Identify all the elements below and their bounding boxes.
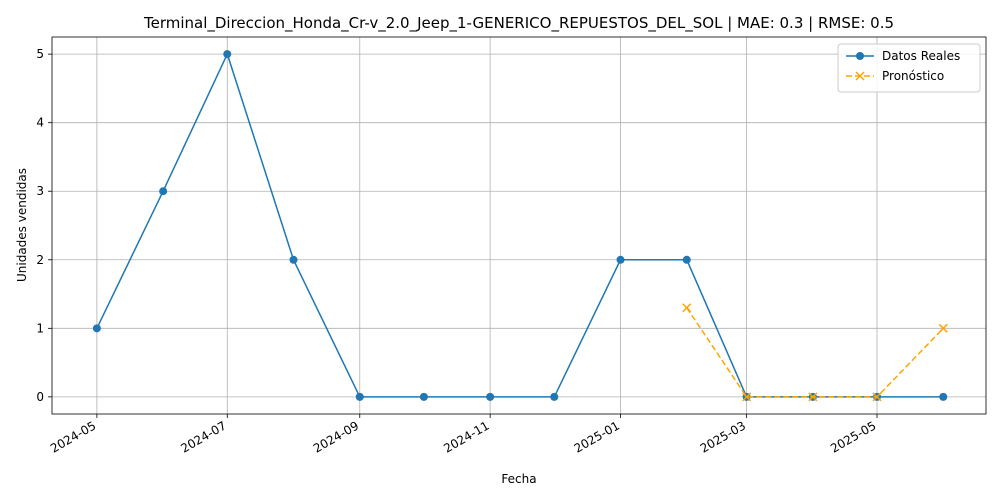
- axis-ticks: 0 1 2 3 4 5 2024-05 2024-07 2024-09 2024-11 2025-0…: [36, 47, 878, 456]
- data-point-datos-reales: [486, 392, 495, 401]
- x-tick-label: 2025-01: [572, 418, 622, 455]
- data-point-datos-reales: [159, 187, 168, 196]
- plot-area-frame: [51, 36, 987, 415]
- data-point-datos-reales: [419, 392, 428, 401]
- series-line-pronostico: [686, 307, 944, 398]
- series-layer: [92, 50, 948, 402]
- y-tick-label: 2: [36, 253, 44, 267]
- data-point-pronostico: [808, 392, 818, 402]
- y-axis-title: Unidades vendidas: [15, 168, 29, 282]
- legend-marker-pronostico: [855, 71, 865, 81]
- x-tick-label: 2024-09: [311, 418, 361, 455]
- legend: Datos Reales Pronóstico: [837, 43, 981, 93]
- grid-lines: [52, 37, 986, 414]
- y-tick-label: 0: [36, 390, 44, 404]
- data-point-pronostico: [872, 392, 882, 402]
- x-tick-label: 2025-03: [698, 418, 748, 455]
- data-point-datos-reales: [223, 50, 232, 59]
- series-line-datos-reales: [96, 52, 944, 398]
- x-tick-label: 2024-07: [178, 418, 228, 455]
- chart-title: Terminal_Direccion_Honda_Cr-v_2.0_Jeep_1…: [143, 14, 894, 33]
- y-tick-label: 3: [36, 184, 44, 198]
- x-axis-title: Fecha: [501, 472, 536, 486]
- data-point-datos-reales: [616, 255, 625, 264]
- data-point-datos-reales: [682, 255, 691, 264]
- x-tick-label: 2024-11: [441, 418, 491, 455]
- data-point-pronostico: [682, 303, 692, 313]
- y-tick-label: 4: [36, 116, 44, 130]
- data-point-pronostico: [742, 392, 752, 402]
- y-tick-label: 1: [36, 321, 44, 335]
- x-tick-label: 2025-05: [828, 418, 878, 455]
- legend-marker-datos-reales: [856, 52, 864, 60]
- data-point-datos-reales: [289, 255, 298, 264]
- data-point-datos-reales: [355, 392, 364, 401]
- x-tick-label: 2024-05: [48, 418, 98, 455]
- data-point-datos-reales: [92, 324, 101, 333]
- data-point-datos-reales: [939, 392, 948, 401]
- data-point-datos-reales: [550, 392, 559, 401]
- y-tick-label: 5: [36, 47, 44, 61]
- data-point-pronostico: [938, 323, 948, 333]
- legend-label-pronostico: Pronóstico: [882, 69, 944, 83]
- legend-label-datos-reales: Datos Reales: [882, 49, 960, 63]
